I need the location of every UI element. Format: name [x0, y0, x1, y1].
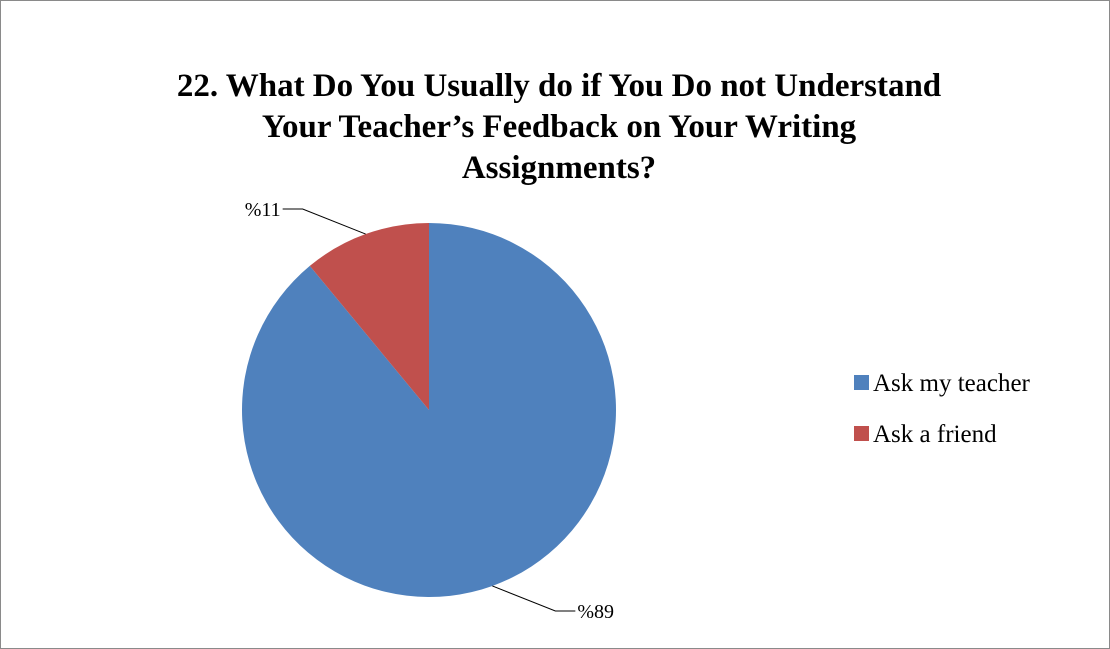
- chart-title-line-3: Assignments?: [462, 150, 656, 186]
- chart-title-line-2: Your Teacher’s Feedback on Your Writing: [262, 109, 857, 145]
- legend-label-ask-my-teacher: Ask my teacher: [873, 370, 1031, 397]
- legend-swatch-ask-a-friend: [854, 426, 869, 441]
- chart-title-line-1: 22. What Do You Usually do if You Do not…: [177, 68, 941, 104]
- data-label-ask-a-friend: %11: [245, 199, 281, 221]
- leader-line-ask-a-friend: [282, 208, 366, 235]
- legend-swatch-ask-my-teacher: [854, 375, 869, 390]
- legend-label-ask-a-friend: Ask a friend: [873, 421, 997, 448]
- pie-slice-ask-my-teacher: [242, 223, 617, 598]
- leader-line-ask-my-teacher: [492, 585, 576, 612]
- data-label-ask-my-teacher: %89: [577, 601, 614, 623]
- pie-slices: [242, 223, 617, 598]
- data-labels: %89 %11: [245, 199, 614, 623]
- legend: Ask my teacher Ask a friend: [854, 370, 1031, 448]
- pie-slice-ask-a-friend: [309, 223, 429, 410]
- chart-title: 22. What Do You Usually do if You Do not…: [177, 68, 941, 186]
